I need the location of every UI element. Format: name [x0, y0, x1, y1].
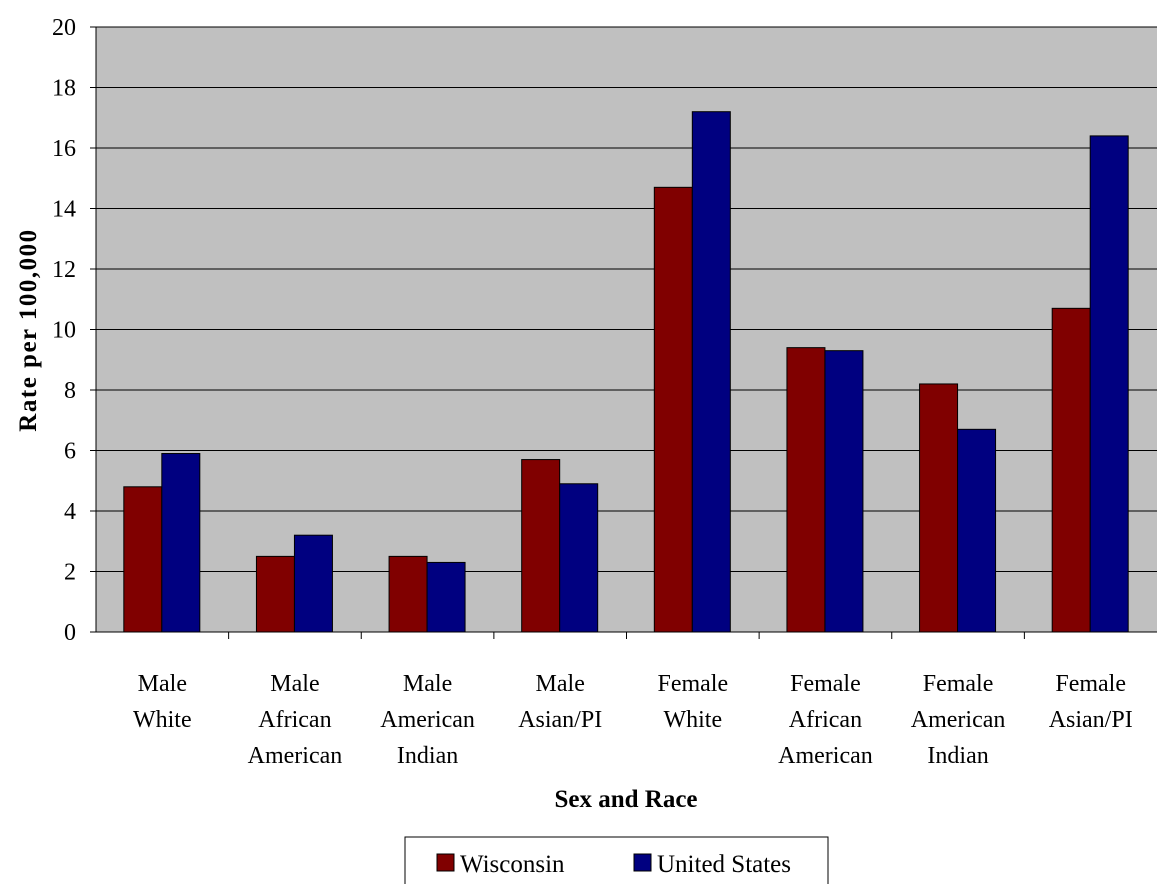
- bar-united-states: [691, 111, 731, 633]
- x-category-label: American: [248, 743, 343, 769]
- x-category-label: Indian: [397, 743, 458, 769]
- y-axis-ticks: 0 2 4 6 8 10 12 14 16 18 20: [52, 15, 96, 646]
- bars: [123, 111, 1129, 633]
- legend-swatch-wisconsin: [436, 853, 455, 872]
- bar-united-states: [559, 483, 599, 633]
- x-category-label: Female: [790, 671, 861, 697]
- bar-wisconsin: [919, 383, 959, 633]
- y-tick-label: 0: [64, 620, 76, 646]
- legend-label-wisconsin: Wisconsin: [460, 851, 565, 878]
- x-axis-title: Sex and Race: [554, 786, 697, 813]
- y-tick-label: 16: [52, 136, 76, 162]
- x-category-label: American: [778, 743, 873, 769]
- x-axis-category-labels: Male White Male African American Male American…: [133, 671, 1133, 769]
- bar-united-states: [824, 350, 864, 633]
- x-category-label: Male: [536, 671, 585, 697]
- x-category-label: Male: [138, 671, 187, 697]
- bar-united-states: [426, 561, 466, 633]
- y-tick-label: 8: [64, 378, 76, 404]
- y-tick-label: 20: [52, 15, 76, 41]
- bar-wisconsin: [1051, 307, 1091, 633]
- y-tick-label: 10: [52, 318, 76, 344]
- y-tick-label: 12: [52, 257, 76, 283]
- x-category-label: White: [663, 707, 722, 733]
- gridlines: [96, 26, 1157, 572]
- x-category-label: White: [133, 707, 192, 733]
- bar-united-states: [957, 428, 997, 633]
- legend: Wisconsin United States: [404, 836, 829, 884]
- bar-wisconsin: [786, 347, 826, 633]
- x-category-label: Indian: [927, 743, 988, 769]
- x-category-label: Male: [403, 671, 452, 697]
- legend-box: [404, 836, 829, 884]
- y-tick-label: 2: [64, 560, 76, 586]
- y-tick-label: 18: [52, 76, 76, 102]
- bar-wisconsin: [653, 186, 693, 633]
- y-tick-label: 14: [52, 197, 76, 223]
- x-category-label: American: [911, 707, 1006, 733]
- x-category-label: Asian/PI: [518, 707, 602, 733]
- bar-united-states: [1089, 135, 1129, 633]
- x-category-label: African: [258, 707, 331, 733]
- bar-wisconsin: [388, 555, 428, 633]
- x-category-label: Female: [923, 671, 994, 697]
- y-tick-label: 4: [64, 499, 76, 525]
- bar-united-states: [293, 534, 333, 633]
- bar-united-states: [161, 453, 201, 633]
- y-tick-label: 6: [64, 439, 76, 465]
- x-category-label: American: [380, 707, 475, 733]
- bar-wisconsin: [123, 486, 163, 633]
- y-axis-title: Rate per 100,000: [15, 228, 42, 431]
- legend-label-united-states: United States: [657, 851, 791, 878]
- bar-wisconsin: [521, 459, 561, 633]
- x-category-label: Female: [657, 671, 728, 697]
- legend-swatch-united-states: [633, 853, 652, 872]
- x-category-label: Asian/PI: [1049, 707, 1133, 733]
- bar-wisconsin: [255, 555, 295, 633]
- x-category-label: Male: [270, 671, 319, 697]
- x-category-label: African: [789, 707, 862, 733]
- x-axis-ticks: [228, 632, 1025, 639]
- x-category-label: Female: [1055, 671, 1126, 697]
